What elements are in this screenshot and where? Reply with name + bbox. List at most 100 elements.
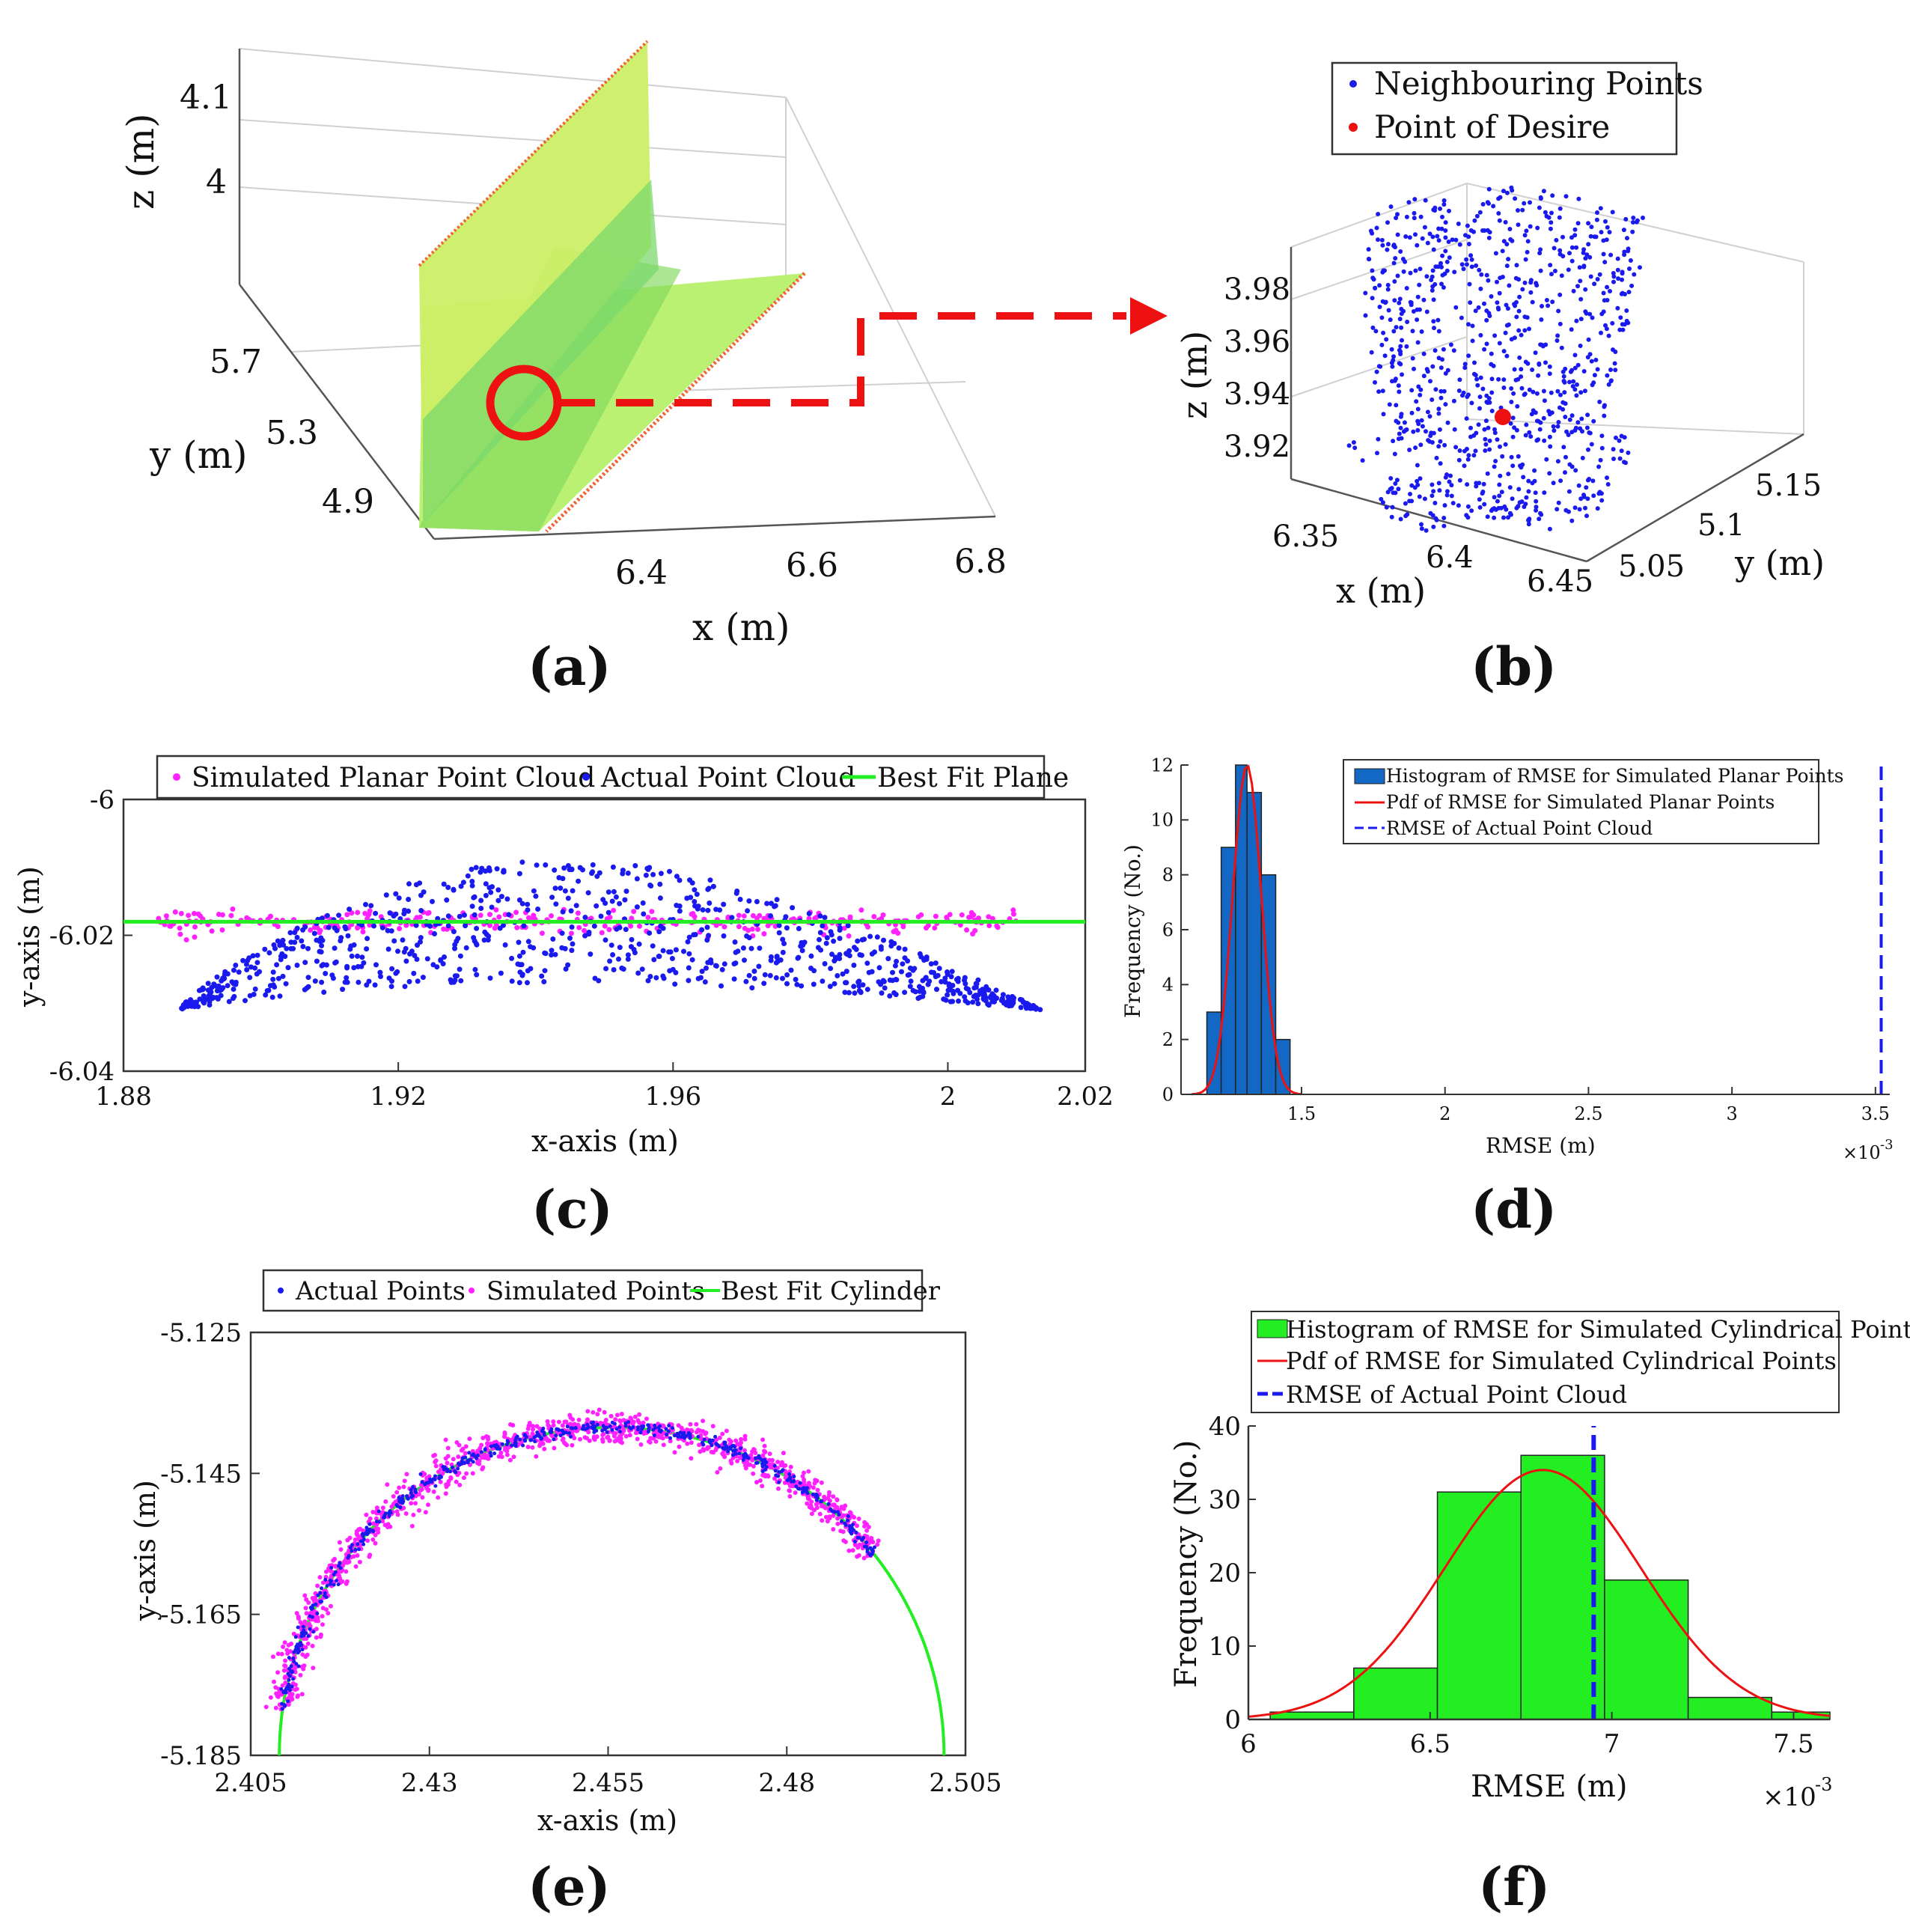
data-point: [831, 1513, 836, 1518]
panel-b-ticks: 3.98 3.96 3.94 3.92 6.35 6.4 6.45 5.05 5…: [1224, 272, 1822, 599]
data-point: [543, 862, 549, 868]
data-point: [418, 1487, 423, 1493]
data-point: [177, 931, 183, 937]
data-point: [591, 923, 597, 929]
data-point: [764, 1465, 769, 1469]
data-point: [1438, 439, 1443, 444]
data-point: [562, 945, 568, 951]
data-point: [1483, 448, 1488, 453]
data-point: [1528, 200, 1532, 205]
data-point: [507, 1457, 513, 1463]
data-point: [1380, 243, 1385, 248]
data-point: [794, 981, 800, 987]
data-point: [731, 1448, 736, 1453]
data-point: [457, 913, 463, 919]
data-point: [409, 948, 415, 954]
data-point: [571, 1422, 576, 1427]
data-point: [373, 1541, 378, 1546]
data-point: [205, 981, 211, 987]
data-point: [360, 929, 366, 935]
data-point: [1404, 286, 1409, 290]
data-point: [965, 1000, 971, 1006]
data-point: [1444, 268, 1450, 273]
data-point: [505, 1439, 510, 1443]
data-point: [263, 1704, 269, 1710]
data-point: [1541, 189, 1546, 194]
data-point: [242, 998, 248, 1004]
data-point: [1398, 344, 1403, 349]
data-point: [811, 968, 817, 974]
data-point: [856, 983, 862, 989]
data-point: [806, 1469, 811, 1474]
data-point: [819, 1499, 823, 1504]
data-point: [519, 972, 525, 978]
data-point: [222, 975, 228, 981]
data-point: [1437, 488, 1442, 493]
legend-entry: Histogram of RMSE for Simulated Planar P…: [1386, 765, 1844, 787]
data-point: [798, 1481, 802, 1485]
data-point: [215, 996, 221, 1002]
data-point: [900, 961, 906, 967]
data-point: [411, 1493, 415, 1498]
data-point: [701, 1418, 706, 1424]
data-point: [950, 988, 956, 994]
data-point: [1587, 255, 1593, 260]
data-point: [349, 910, 355, 916]
data-point: [656, 929, 662, 935]
data-point: [285, 965, 291, 971]
data-point: [1608, 368, 1613, 372]
data-point: [483, 931, 489, 937]
data-point: [231, 967, 237, 973]
data-point: [1503, 219, 1508, 225]
data-point: [1526, 522, 1531, 527]
data-point: [858, 907, 864, 913]
data-point: [421, 889, 427, 895]
data-point: [1483, 418, 1489, 424]
data-point: [406, 1496, 410, 1501]
data-point: [1436, 444, 1441, 449]
data-point: [395, 1512, 400, 1517]
data-point: [733, 1438, 739, 1443]
data-point: [1558, 392, 1563, 397]
data-point: [586, 930, 592, 935]
floor-band: [419, 247, 681, 531]
data-point: [1620, 271, 1625, 276]
data-point: [278, 1690, 283, 1695]
data-point: [275, 938, 281, 944]
data-point: [492, 925, 498, 931]
data-point: [644, 1416, 649, 1421]
data-point: [420, 1480, 424, 1484]
data-point: [292, 1660, 296, 1664]
data-point: [1418, 392, 1423, 397]
data-point: [522, 1433, 527, 1437]
data-point: [828, 966, 834, 972]
data-point: [651, 1436, 656, 1441]
data-point: [1554, 237, 1559, 243]
data-point: [992, 999, 997, 1005]
data-point: [760, 1472, 766, 1478]
data-point: [288, 945, 294, 951]
data-point: [1443, 228, 1448, 233]
data-point: [506, 912, 512, 918]
data-point: [831, 1494, 836, 1499]
data-point: [772, 1476, 777, 1481]
data-point: [311, 1630, 316, 1634]
data-point: [1486, 311, 1492, 316]
data-point: [296, 1664, 301, 1669]
data-point: [802, 1470, 806, 1475]
data-point: [406, 881, 412, 887]
data-point: [1363, 313, 1368, 318]
data-point: [1489, 351, 1494, 356]
data-point: [411, 1484, 415, 1489]
data-point: [585, 1409, 591, 1414]
data-point: [460, 1446, 466, 1451]
data-point: [1441, 285, 1446, 290]
data-point: [530, 1445, 535, 1450]
data-point: [1527, 430, 1532, 435]
data-point: [721, 901, 727, 907]
data-point: [697, 1442, 702, 1448]
data-point: [311, 1666, 316, 1671]
data-point: [647, 1425, 651, 1430]
data-point: [689, 880, 695, 886]
data-point: [1391, 490, 1396, 496]
